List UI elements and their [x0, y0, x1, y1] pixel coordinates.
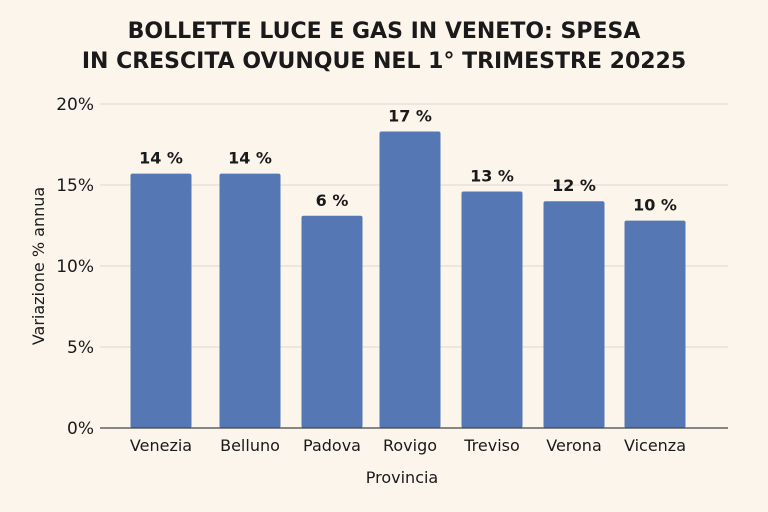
- bar-venezia: [130, 173, 192, 428]
- x-tick-label: Vicenza: [624, 436, 686, 455]
- x-axis-label: Provincia: [366, 468, 438, 487]
- data-label: 12 %: [552, 176, 596, 195]
- bar-verona: [543, 201, 605, 428]
- data-label: 14 %: [139, 149, 183, 168]
- y-tick-label: 0%: [67, 419, 94, 439]
- bar-treviso: [461, 191, 523, 428]
- x-tick-label: Treviso: [463, 436, 520, 455]
- y-axis-label: Variazione % annua: [29, 187, 48, 345]
- x-tick-label: Rovigo: [383, 436, 437, 455]
- y-tick-label: 15%: [56, 176, 94, 196]
- x-tick-label: Padova: [303, 436, 361, 455]
- bar-padova: [301, 215, 363, 428]
- data-label: 10 %: [633, 196, 677, 215]
- data-label: 6 %: [316, 191, 349, 210]
- y-tick-label: 10%: [56, 257, 94, 277]
- x-tick-label: Verona: [546, 436, 602, 455]
- chart-title-line-2: IN CRESCITA OVUNQUE NEL 1° TRIMESTRE 202…: [82, 49, 686, 74]
- data-label: 14 %: [228, 149, 272, 168]
- bar-vicenza: [624, 220, 686, 428]
- x-tick-label: Belluno: [220, 436, 280, 455]
- bar-rovigo: [379, 131, 441, 429]
- y-tick-label: 5%: [67, 338, 94, 358]
- chart-title-line-1: BOLLETTE LUCE E GAS IN VENETO: SPESA: [128, 19, 641, 44]
- y-tick-label: 20%: [56, 95, 94, 115]
- data-label: 13 %: [470, 166, 514, 185]
- data-label: 17 %: [388, 107, 432, 126]
- x-tick-label: Venezia: [130, 436, 192, 455]
- bar-belluno: [219, 173, 281, 428]
